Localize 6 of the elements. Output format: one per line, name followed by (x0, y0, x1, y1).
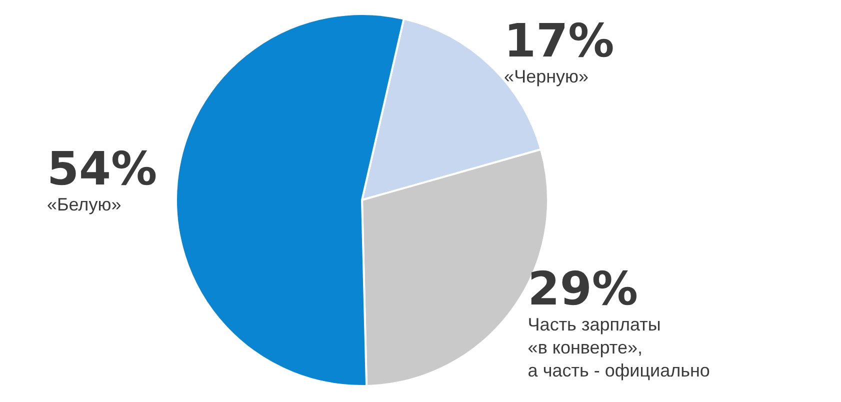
data-label: 54% (46, 142, 158, 196)
slice-label: «Черную» (504, 66, 589, 86)
slice-label: Часть зарплаты «в конверте», а часть - официально (528, 314, 710, 381)
data-label: 29% (528, 262, 638, 316)
slice-label: «Белую» (46, 194, 122, 215)
data-label: 17% (504, 13, 614, 68)
